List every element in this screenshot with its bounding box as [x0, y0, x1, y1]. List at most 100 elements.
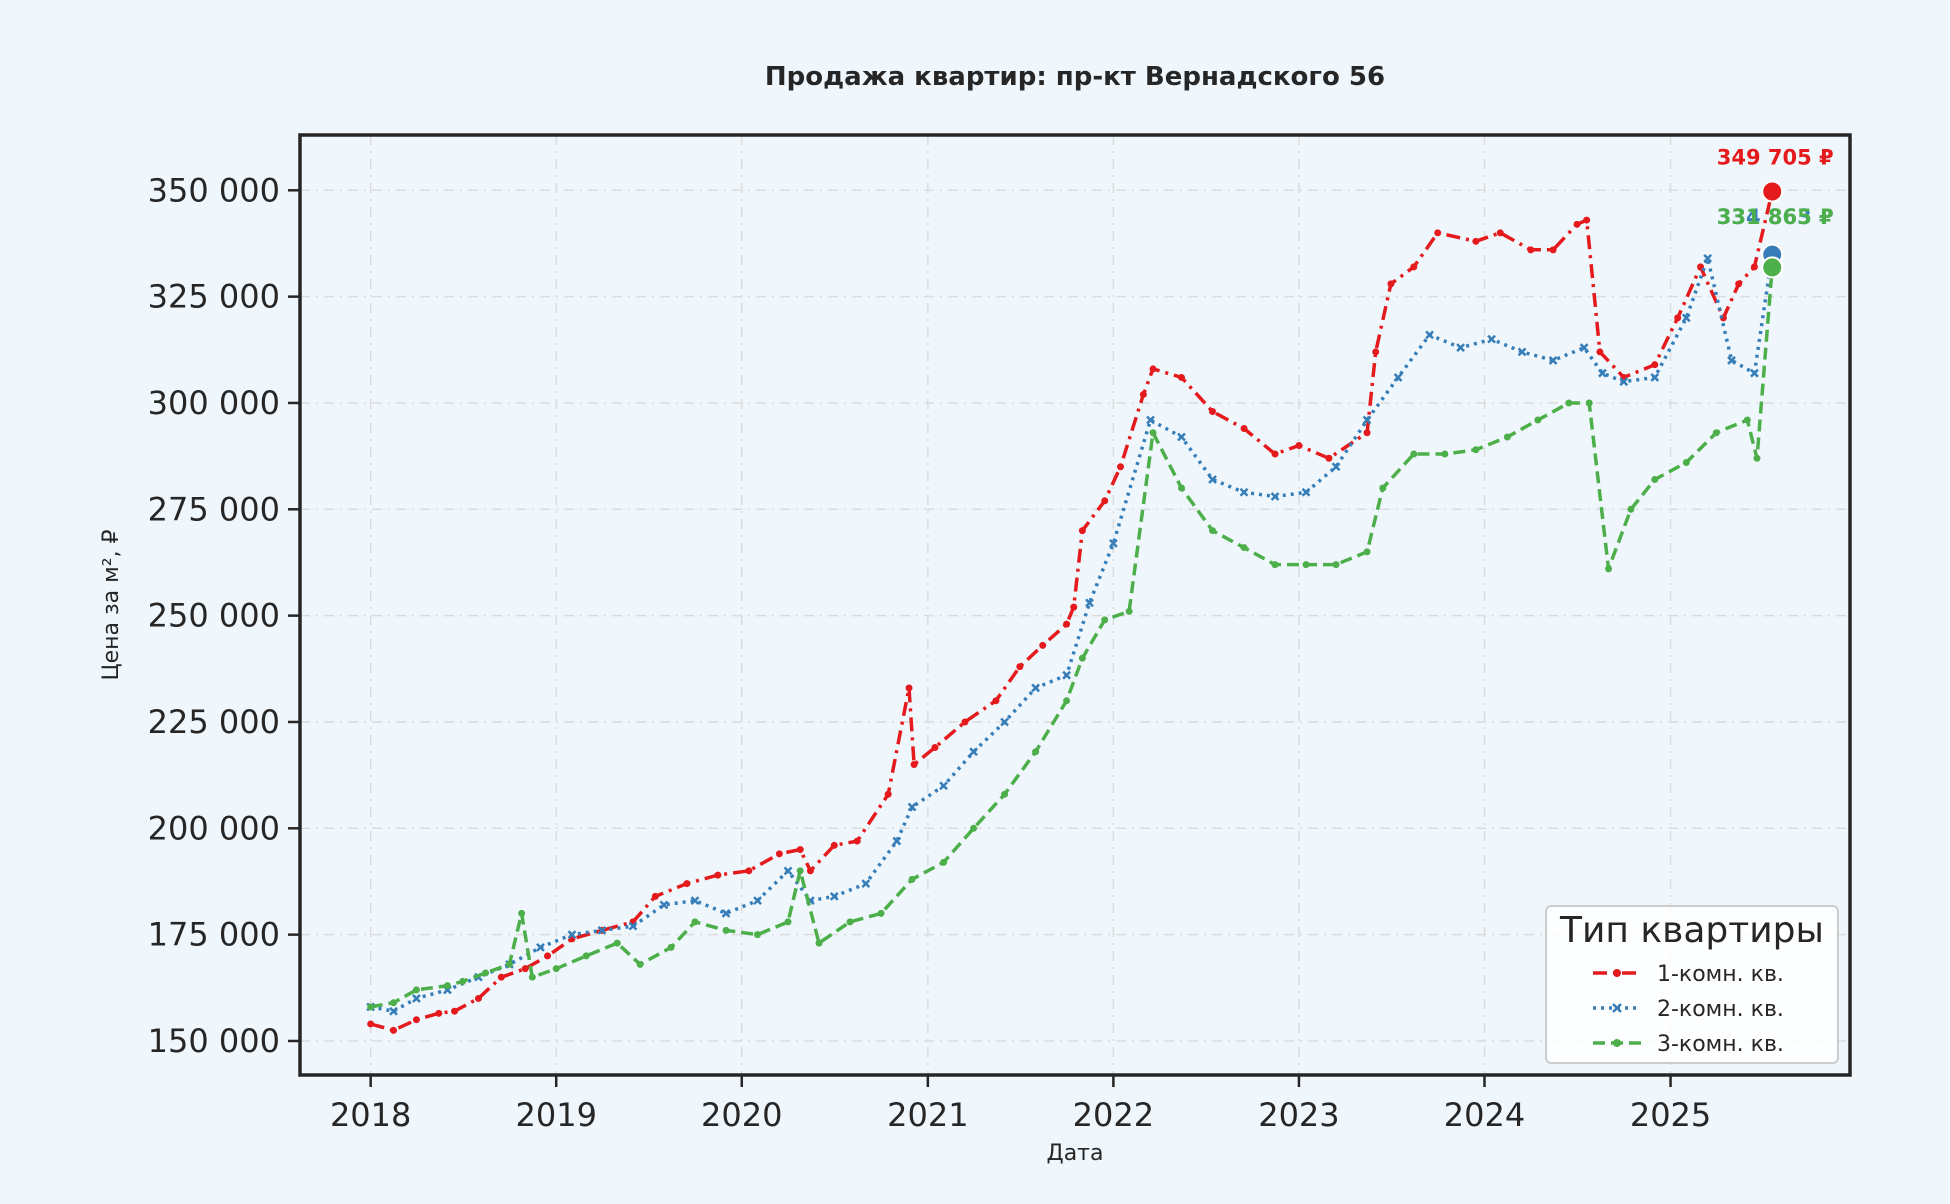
data-point	[482, 969, 490, 977]
data-point	[1240, 544, 1248, 552]
data-point	[970, 824, 978, 832]
x-tick-label: 2018	[330, 1096, 411, 1134]
series-line	[370, 191, 1774, 1033]
data-point	[459, 977, 467, 985]
data-point	[1549, 246, 1557, 254]
data-point	[1270, 492, 1280, 501]
last-point-marker	[1761, 256, 1784, 279]
data-point	[745, 867, 753, 875]
last-value-label: 349 705 ₽	[1717, 146, 1834, 170]
data-point	[435, 1009, 443, 1017]
data-point	[1387, 280, 1395, 288]
data-point	[683, 880, 691, 888]
data-point	[1209, 527, 1217, 535]
data-point	[1410, 263, 1418, 271]
data-point	[1209, 407, 1217, 415]
data-point	[1001, 790, 1009, 798]
data-point	[1332, 561, 1340, 569]
data-point	[796, 867, 804, 875]
data-point	[1565, 399, 1573, 407]
data-point	[505, 960, 513, 968]
legend-title: Тип квартиры	[1559, 910, 1824, 951]
y-tick-label: 250 000	[148, 597, 280, 635]
series-group	[366, 180, 1784, 1034]
data-point	[582, 952, 590, 960]
data-point	[1735, 280, 1743, 288]
data-point	[651, 892, 659, 900]
data-point	[1393, 373, 1403, 382]
data-point	[1363, 548, 1371, 556]
data-point	[1240, 424, 1248, 432]
data-point	[1651, 476, 1659, 484]
data-point	[628, 921, 638, 931]
series-3	[367, 256, 1784, 1011]
data-point	[521, 965, 529, 973]
data-point	[846, 918, 854, 926]
data-point	[754, 931, 762, 939]
data-point	[659, 900, 669, 910]
data-point	[1650, 373, 1660, 382]
data-point	[552, 965, 560, 973]
data-point	[536, 943, 545, 952]
y-tick-label: 350 000	[148, 171, 280, 209]
data-point	[853, 837, 861, 845]
data-point	[389, 1006, 398, 1016]
data-point	[1178, 373, 1186, 381]
data-point	[451, 1007, 459, 1015]
data-point	[1579, 343, 1589, 353]
legend-box	[1545, 905, 1839, 1064]
data-point	[690, 896, 700, 905]
data-point	[1534, 416, 1542, 424]
data-point	[1753, 454, 1761, 462]
data-point	[931, 743, 939, 751]
data-point	[1062, 670, 1071, 680]
data-point	[1301, 487, 1311, 497]
data-point	[1085, 598, 1094, 608]
data-point	[1743, 416, 1751, 424]
data-point	[1063, 620, 1071, 628]
data-point	[412, 986, 420, 994]
data-point	[497, 973, 505, 981]
data-point	[830, 841, 838, 849]
data-point	[1703, 253, 1713, 263]
data-point	[1271, 561, 1279, 569]
data-point	[783, 866, 793, 876]
legend: Тип квартиры 1-комн. кв. 2-комн. кв. 3-ком…	[1545, 905, 1839, 1064]
data-point	[961, 718, 969, 726]
data-point	[939, 781, 948, 791]
data-point	[1116, 463, 1124, 471]
data-point	[1425, 330, 1434, 340]
last-value-label: 334 863 ₽	[1717, 205, 1834, 229]
data-point	[1456, 343, 1465, 353]
data-point	[1295, 441, 1303, 449]
last-point-marker	[1761, 180, 1784, 203]
data-point	[969, 747, 978, 757]
data-point	[714, 871, 722, 879]
data-point	[1208, 475, 1217, 484]
legend-label: 2-комн. кв.	[1657, 997, 1784, 1022]
data-point	[1619, 377, 1629, 387]
legend-label: 1-комн. кв.	[1657, 962, 1784, 987]
data-point	[907, 802, 917, 812]
data-point	[908, 875, 916, 883]
data-point	[1070, 603, 1078, 611]
data-point	[905, 684, 913, 692]
y-tick-label: 175 000	[148, 916, 280, 954]
x-tick-label: 2021	[887, 1096, 968, 1134]
data-point	[1149, 429, 1157, 437]
annotation-group: 349 705 ₽ 334 863 ₽331 865 ₽	[1717, 146, 1834, 229]
legend-marker	[1613, 969, 1621, 977]
data-point	[1325, 454, 1333, 462]
data-point	[861, 879, 871, 888]
legend-marker	[1613, 1039, 1621, 1047]
data-point	[544, 952, 552, 960]
data-point	[1596, 348, 1604, 356]
data-point	[1573, 220, 1581, 228]
y-tick-label: 325 000	[148, 278, 280, 316]
data-point	[1712, 429, 1720, 437]
data-point	[1674, 314, 1682, 322]
y-tick-label: 275 000	[148, 490, 280, 528]
data-point	[1372, 348, 1380, 356]
data-point	[1078, 654, 1086, 662]
